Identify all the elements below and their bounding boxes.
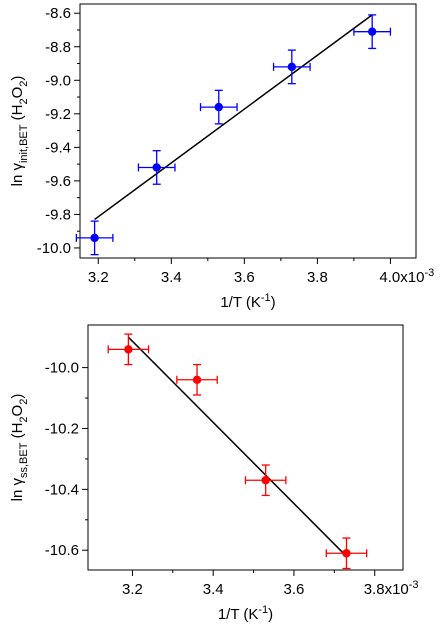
x-tick-label: 4.0x10-3 <box>379 267 434 286</box>
x-tick-label: 3.4 <box>161 269 182 286</box>
y-tick-label: -10.0 <box>45 360 79 377</box>
data-point <box>124 345 133 354</box>
x-tick-label: 3.8x10-3 <box>364 579 419 598</box>
y-tick-label: -9.4 <box>45 139 71 156</box>
data-point <box>90 233 99 243</box>
data-point <box>287 62 297 72</box>
y-tick-label: -8.6 <box>45 5 71 22</box>
data-point <box>214 102 223 112</box>
y-tick-label: -9.6 <box>45 173 71 190</box>
y-tick-label: -10.4 <box>45 481 79 498</box>
y-tick-label: -9.8 <box>45 206 71 223</box>
data-point <box>152 163 161 172</box>
y-axis-label: ln γss,BET (H2O2) <box>9 394 30 502</box>
fit-line <box>127 336 347 557</box>
x-tick-label: 3.6 <box>234 269 255 286</box>
y-tick-label: -9.2 <box>45 106 71 123</box>
bottom-panel-chart: 3.2 3.4 3.6 3.8x10-3 -10.0 -10.2 -10.4 -10.6 1/T… <box>9 324 419 623</box>
x-axis-label: 1/T (K-1) <box>218 604 273 623</box>
data-point <box>192 375 202 384</box>
top-panel-chart: 3.2 3.4 3.6 3.8 4.0x10-3 -8.6 -8.8 -9.0 -9.2 -9.4… <box>9 3 434 311</box>
y-tick-label: -9.0 <box>45 72 71 89</box>
x-tick-label: 3.2 <box>122 581 143 598</box>
y-tick-label: -10.6 <box>45 542 79 559</box>
x-tick-label: 3.8 <box>307 269 328 286</box>
plot-frame <box>87 324 404 571</box>
data-point <box>342 549 351 558</box>
y-tick-label: -10.0 <box>37 240 71 257</box>
x-axis-label: 1/T (K-1) <box>220 292 275 311</box>
data-point <box>261 476 270 485</box>
y-axis-label: ln γinit,BET (H2O2) <box>9 76 30 187</box>
y-tick-label: -8.8 <box>45 39 71 56</box>
data-point <box>367 27 377 36</box>
x-tick-label: 3.4 <box>203 581 224 598</box>
y-tick-label: -10.2 <box>45 420 79 437</box>
x-tick-label: 3.6 <box>284 581 305 598</box>
x-tick-label: 3.2 <box>88 269 109 286</box>
fit-line <box>94 14 373 221</box>
plot-frame <box>79 3 417 259</box>
